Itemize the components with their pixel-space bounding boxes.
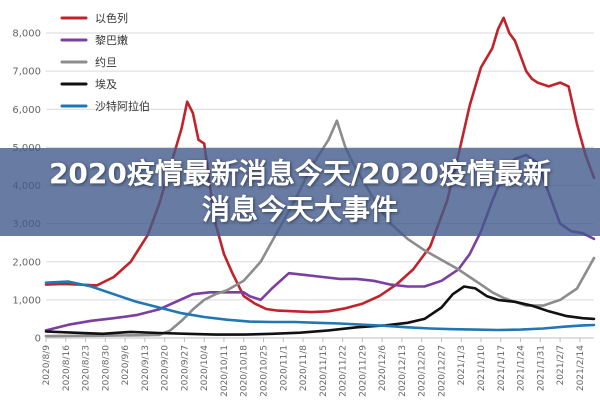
x-tick-label: 2020/8/9: [42, 345, 52, 386]
x-tick-label: 2020/10/25: [260, 345, 270, 397]
x-tick-label: 2020/9/20: [161, 345, 171, 391]
x-tick-label: 2020/9/27: [180, 345, 190, 391]
x-tick-label: 2020/8/30: [101, 345, 111, 391]
x-tick-label: 2020/9/6: [121, 345, 131, 386]
x-tick-label: 2020/9/13: [141, 345, 151, 391]
x-tick-label: 2020/8/23: [82, 345, 92, 391]
headline-title: 2020疫情最新消息今天/2020疫情最新消息今天大事件: [48, 157, 552, 226]
y-tick-label: 1,000: [12, 295, 41, 306]
legend-label: 埃及: [95, 77, 117, 91]
series-line: [44, 285, 596, 336]
x-tick-label: 2020/10/4: [200, 345, 210, 391]
y-tick-label: 7,000: [12, 67, 41, 78]
x-tick-label: 2020/8/16: [62, 345, 72, 391]
legend-label: 黎巴嫩: [95, 33, 128, 47]
x-tick-label: 2020/12/27: [437, 345, 447, 397]
x-tick-label: 2021/2/7: [556, 345, 566, 385]
y-tick-label: 8,000: [12, 29, 41, 40]
x-tick-label: 2020/12/6: [378, 345, 388, 391]
legend-label: 以色列: [95, 11, 128, 25]
x-tick-label: 2020/11/15: [319, 345, 329, 397]
x-tick-label: 2021/2/14: [576, 345, 586, 391]
x-tick-label: 2020/12/20: [418, 345, 428, 397]
x-tick-label: 2020/10/11: [220, 345, 230, 397]
x-tick-label: 2021/1/3: [457, 345, 467, 385]
x-tick-label: 2020/11/8: [299, 345, 309, 391]
x-tick-label: 2021/1/10: [477, 345, 487, 391]
headline-banner: 2020疫情最新消息今天/2020疫情最新消息今天大事件: [0, 148, 600, 236]
x-tick-label: 2021/1/17: [497, 345, 507, 391]
x-tick-label: 2020/10/18: [240, 345, 250, 397]
x-tick-label: 2020/11/29: [358, 345, 368, 397]
x-axis: 2020/8/9 2020/8/16 2020/8/23 2020/8/30 2020/…: [42, 337, 594, 397]
y-tick-label: 0: [35, 334, 41, 345]
x-tick-label: 2020/11/1: [279, 345, 289, 391]
x-tick-label: 2020/12/13: [398, 345, 408, 397]
x-tick-label: 2020/11/22: [339, 345, 349, 397]
x-tick-label: 2021/1/24: [517, 345, 527, 391]
y-tick-label: 6,000: [12, 105, 41, 116]
y-tick-label: 2,000: [12, 257, 41, 268]
series-line: [44, 280, 596, 332]
legend-label: 沙特阿拉伯: [95, 99, 150, 113]
legend-label: 约旦: [95, 56, 117, 69]
x-tick-label: 2021/1/31: [536, 345, 546, 391]
